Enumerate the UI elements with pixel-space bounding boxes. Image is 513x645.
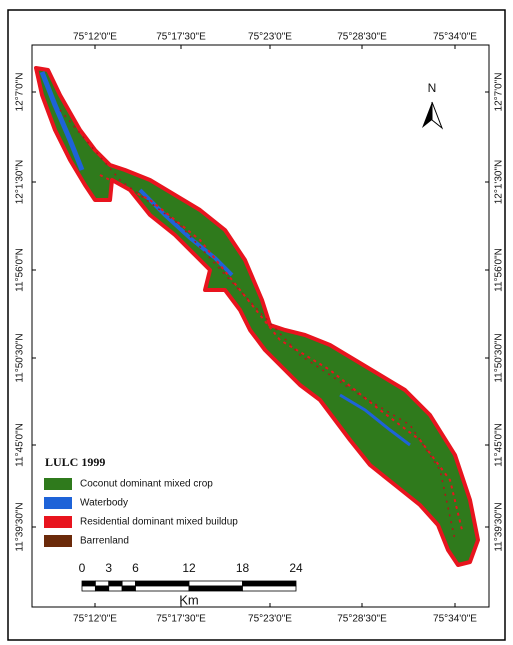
scale-label: 12 xyxy=(182,561,196,575)
latitude-label: 12°1'30"N xyxy=(494,160,505,205)
scale-label: 6 xyxy=(132,561,139,575)
scale-segment xyxy=(121,580,136,587)
longitude-label: 75°34'0"E xyxy=(433,32,477,43)
study-area xyxy=(34,66,480,567)
latitude-label: 11°45'0"N xyxy=(15,423,26,467)
longitude-label: 75°28'30"E xyxy=(337,32,387,43)
water xyxy=(138,188,234,277)
latitude-label: 12°7'0"N xyxy=(494,73,505,112)
legend-label: Barrenland xyxy=(80,536,129,547)
legend-title: LULC 1999 xyxy=(45,455,105,469)
latitude-label: 11°56'0"N xyxy=(15,248,26,292)
latitude-label: 11°39'30"N xyxy=(494,502,505,551)
legend-label: Residential dominant mixed buildup xyxy=(80,517,238,528)
buildup xyxy=(59,109,456,541)
longitude-label: 75°23'0"E xyxy=(248,32,292,43)
legend: LULC 1999 Coconut dominant mixed crop Wat… xyxy=(38,452,243,557)
north-label: N xyxy=(428,81,437,95)
scale-label: 24 xyxy=(289,561,303,575)
land-strip xyxy=(34,66,480,567)
scale-segment xyxy=(94,580,110,587)
scale-segment xyxy=(135,585,190,592)
scale-label: 0 xyxy=(79,561,86,575)
legend-label: Waterbody xyxy=(80,498,128,509)
longitude-label: 75°12'0"E xyxy=(73,614,117,625)
longitude-label: 75°17'30"E xyxy=(156,614,206,625)
legend-swatch xyxy=(44,535,72,547)
scale-segment xyxy=(242,585,297,592)
latitude-label: 11°39'30"N xyxy=(15,502,26,551)
scale-segment xyxy=(81,580,96,587)
legend-swatch xyxy=(44,516,72,528)
scale-unit: Km xyxy=(179,592,199,607)
scale-segment xyxy=(108,585,123,592)
water xyxy=(339,393,411,447)
longitude-label: 75°12'0"E xyxy=(73,32,117,43)
legend-swatch xyxy=(44,497,72,509)
scale-segment xyxy=(188,585,243,592)
latitude-label: 11°50'30"N xyxy=(15,333,26,382)
scale-segment xyxy=(121,585,136,592)
scale-segment xyxy=(188,580,243,587)
scale-segment xyxy=(94,585,110,592)
scale-segment xyxy=(108,580,123,587)
scale-segment xyxy=(81,585,96,592)
longitude-label: 75°23'0"E xyxy=(248,614,292,625)
legend-box xyxy=(38,452,243,557)
scale-segment xyxy=(135,580,190,587)
longitude-label: 75°17'30"E xyxy=(156,32,206,43)
legend-label: Coconut dominant mixed crop xyxy=(80,479,213,490)
legend-swatch xyxy=(44,478,72,490)
latitude-label: 12°7'0"N xyxy=(15,73,26,112)
scale-segment xyxy=(242,580,297,587)
scale-label: 18 xyxy=(236,561,250,575)
longitude-label: 75°34'0"E xyxy=(433,614,477,625)
longitude-label: 75°28'30"E xyxy=(337,614,387,625)
north-arrow: N xyxy=(422,81,444,130)
scale-bar: 0 3 6 12 18 24 Km xyxy=(79,561,303,607)
scale-label: 3 xyxy=(105,561,112,575)
latitude-label: 11°50'30"N xyxy=(494,333,505,382)
latitude-label: 11°45'0"N xyxy=(494,423,505,467)
water xyxy=(39,71,85,171)
latitude-label: 12°1'30"N xyxy=(15,160,26,205)
latitude-label: 11°56'0"N xyxy=(494,248,505,292)
